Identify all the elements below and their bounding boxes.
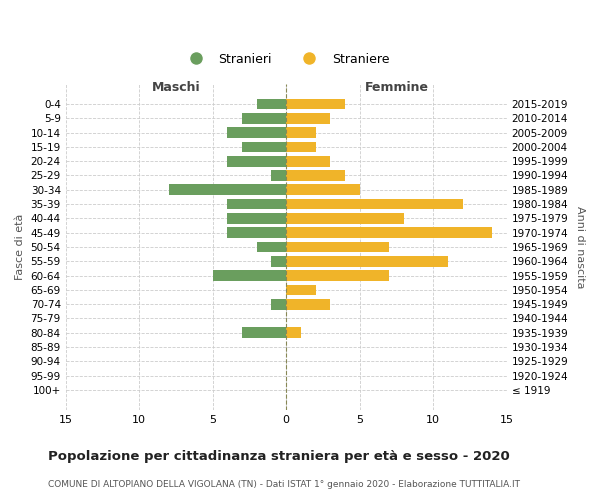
Bar: [271, 299, 286, 310]
Bar: [271, 170, 286, 181]
Bar: [286, 270, 389, 281]
Text: Maschi: Maschi: [152, 81, 200, 94]
Bar: [286, 127, 316, 138]
Bar: [286, 299, 331, 310]
Bar: [286, 184, 360, 195]
Bar: [242, 142, 286, 152]
Bar: [286, 213, 404, 224]
Bar: [286, 156, 331, 166]
Bar: [286, 328, 301, 338]
Bar: [227, 127, 286, 138]
Bar: [286, 284, 316, 295]
Y-axis label: Anni di nascita: Anni di nascita: [575, 206, 585, 288]
Bar: [286, 242, 389, 252]
Bar: [286, 170, 345, 181]
Bar: [257, 98, 286, 110]
Bar: [286, 198, 463, 209]
Bar: [227, 198, 286, 209]
Bar: [227, 213, 286, 224]
Bar: [286, 228, 492, 238]
Text: COMUNE DI ALTOPIANO DELLA VIGOLANA (TN) - Dati ISTAT 1° gennaio 2020 - Elaborazi: COMUNE DI ALTOPIANO DELLA VIGOLANA (TN) …: [48, 480, 520, 489]
Bar: [286, 256, 448, 266]
Bar: [271, 256, 286, 266]
Bar: [286, 98, 345, 110]
Text: Femmine: Femmine: [364, 81, 428, 94]
Bar: [257, 242, 286, 252]
Bar: [242, 113, 286, 124]
Bar: [286, 142, 316, 152]
Bar: [227, 228, 286, 238]
Y-axis label: Fasce di età: Fasce di età: [15, 214, 25, 280]
Legend: Stranieri, Straniere: Stranieri, Straniere: [178, 48, 394, 70]
Bar: [242, 328, 286, 338]
Bar: [169, 184, 286, 195]
Bar: [286, 113, 331, 124]
Text: Popolazione per cittadinanza straniera per età e sesso - 2020: Popolazione per cittadinanza straniera p…: [48, 450, 510, 463]
Bar: [227, 156, 286, 166]
Bar: [212, 270, 286, 281]
